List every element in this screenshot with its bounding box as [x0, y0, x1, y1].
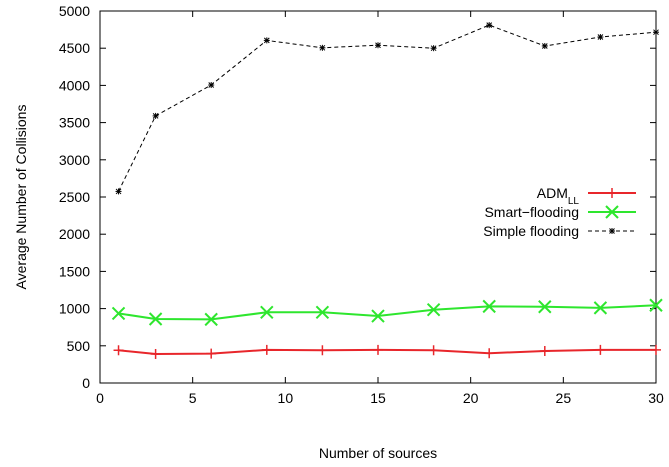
series-1	[111, 298, 663, 327]
data-point	[651, 344, 661, 355]
data-point	[597, 34, 604, 41]
data-point	[649, 298, 663, 312]
series-line	[118, 24, 657, 192]
legend-label: Simple flooding	[483, 223, 579, 239]
y-tick-label: 2000	[59, 226, 90, 242]
x-tick-label: 0	[96, 390, 104, 406]
legend-label: Smart−flooding	[484, 204, 579, 220]
data-point	[150, 348, 161, 359]
data-point	[609, 228, 615, 234]
series-0	[113, 344, 661, 359]
x-tick-label: 30	[648, 390, 664, 406]
data-point	[317, 345, 328, 356]
data-point	[541, 42, 548, 49]
y-axis: 0 500 1000 1500 2000 2500 3000 3500 4000 4500 5000	[59, 3, 656, 391]
data-point	[148, 312, 163, 326]
data-point	[263, 37, 270, 44]
y-tick-label: 4500	[59, 40, 90, 56]
x-axis-label: Number of sources	[319, 445, 437, 461]
data-point	[371, 309, 385, 323]
data-point	[260, 305, 274, 320]
data-point	[111, 306, 126, 321]
y-tick-label: 4000	[59, 77, 90, 93]
x-tick-label: 15	[370, 390, 386, 406]
data-point	[607, 188, 617, 198]
data-point	[653, 29, 659, 36]
y-tick-label: 1500	[59, 263, 90, 279]
x-axis: 0 5 10 15 20 25 30	[96, 11, 664, 406]
y-tick-label: 500	[67, 338, 91, 354]
data-point	[113, 345, 124, 356]
data-point	[605, 205, 619, 219]
data-point	[373, 344, 383, 355]
series-2	[115, 22, 659, 195]
y-tick-label: 3500	[59, 115, 90, 131]
y-axis-label: Average Number of Collisions	[13, 105, 29, 290]
data-point	[538, 300, 552, 314]
y-tick-label: 1000	[59, 301, 90, 317]
data-point	[428, 345, 439, 356]
data-point	[426, 303, 441, 317]
y-tick-label: 0	[82, 375, 90, 391]
data-point	[430, 45, 437, 52]
data-point	[482, 299, 496, 314]
x-tick-label: 10	[278, 390, 294, 406]
data-point	[486, 22, 493, 29]
data-point	[115, 188, 122, 195]
x-tick-label: 20	[463, 390, 479, 406]
y-tick-label: 2500	[59, 189, 90, 205]
data-point	[208, 82, 215, 89]
y-tick-label: 3000	[59, 152, 90, 168]
x-tick-label: 25	[556, 390, 572, 406]
series-line	[118, 348, 656, 356]
data-point	[261, 344, 272, 355]
series-layer	[111, 22, 663, 359]
data-point	[206, 348, 217, 359]
data-point	[539, 346, 550, 357]
series-line	[118, 304, 657, 321]
data-point	[204, 312, 218, 327]
y-tick-label: 5000	[59, 3, 90, 19]
data-point	[315, 305, 330, 320]
data-point	[593, 301, 608, 315]
data-point	[152, 112, 159, 119]
x-tick-label: 5	[189, 390, 197, 406]
data-point	[319, 44, 326, 51]
data-point	[484, 348, 495, 359]
data-point	[375, 42, 381, 49]
data-point	[595, 344, 606, 355]
